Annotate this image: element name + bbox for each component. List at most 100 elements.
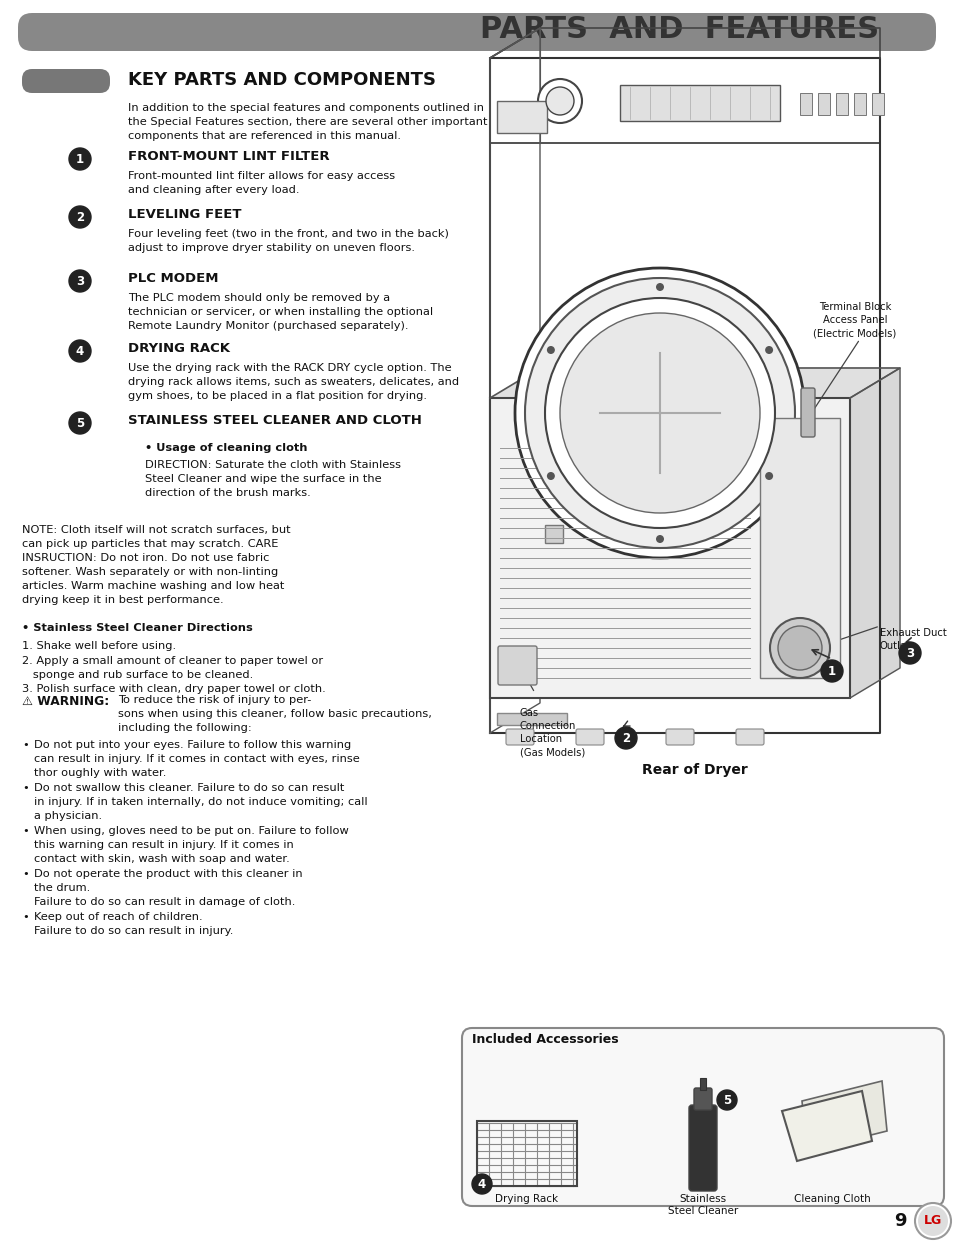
- Circle shape: [545, 87, 574, 116]
- Text: •: •: [22, 783, 29, 793]
- Text: STAINLESS STEEL CLEANER AND CLOTH: STAINLESS STEEL CLEANER AND CLOTH: [128, 414, 421, 426]
- Circle shape: [537, 80, 581, 123]
- Text: Drying Rack: Drying Rack: [495, 1195, 558, 1204]
- Text: Cleaning Cloth: Cleaning Cloth: [793, 1195, 869, 1204]
- Text: Use the drying rack with the RACK DRY cycle option. The
drying rack allows items: Use the drying rack with the RACK DRY cy…: [128, 363, 458, 401]
- Text: In addition to the special features and components outlined in
the Special Featu: In addition to the special features and …: [128, 103, 487, 140]
- FancyBboxPatch shape: [801, 388, 814, 438]
- Text: Front-mounted lint filter allows for easy access
and cleaning after every load.: Front-mounted lint filter allows for eas…: [128, 172, 395, 195]
- Text: 1. Shake well before using.: 1. Shake well before using.: [22, 641, 176, 651]
- FancyBboxPatch shape: [735, 728, 763, 745]
- FancyBboxPatch shape: [853, 93, 865, 116]
- Text: ⚠ WARNING:: ⚠ WARNING:: [22, 695, 110, 709]
- Text: 4: 4: [477, 1177, 486, 1191]
- Text: Do not swallow this cleaner. Failure to do so can result
in injury. If in taken : Do not swallow this cleaner. Failure to …: [34, 783, 367, 820]
- Text: When using, gloves need to be put on. Failure to follow
this warning can result : When using, gloves need to be put on. Fa…: [34, 827, 349, 864]
- Text: Gas
Connection
Location
(Gas Models): Gas Connection Location (Gas Models): [519, 709, 584, 757]
- FancyBboxPatch shape: [800, 93, 811, 116]
- FancyBboxPatch shape: [461, 1028, 943, 1206]
- Text: Keep out of reach of children.
Failure to do so can result in injury.: Keep out of reach of children. Failure t…: [34, 912, 233, 936]
- Text: Terminal Block
Access Panel
(Electric Models): Terminal Block Access Panel (Electric Mo…: [813, 302, 896, 338]
- Text: Rear of Dryer: Rear of Dryer: [641, 763, 747, 777]
- Text: KEY PARTS AND COMPONENTS: KEY PARTS AND COMPONENTS: [128, 71, 436, 89]
- Circle shape: [914, 1203, 950, 1239]
- FancyBboxPatch shape: [693, 1088, 711, 1110]
- Text: Four leveling feet (two in the front, and two in the back)
adjust to improve dry: Four leveling feet (two in the front, an…: [128, 229, 449, 254]
- FancyBboxPatch shape: [22, 70, 110, 93]
- FancyBboxPatch shape: [497, 646, 537, 685]
- Polygon shape: [490, 368, 899, 398]
- Circle shape: [615, 727, 637, 750]
- FancyBboxPatch shape: [835, 93, 847, 116]
- Circle shape: [559, 313, 760, 513]
- Text: 2. Apply a small amount of cleaner to paper towel or
   sponge and rub surface t: 2. Apply a small amount of cleaner to pa…: [22, 656, 323, 680]
- FancyBboxPatch shape: [871, 93, 883, 116]
- Text: 5: 5: [76, 416, 84, 430]
- Circle shape: [546, 346, 555, 354]
- Text: 1: 1: [827, 665, 835, 677]
- Circle shape: [69, 270, 91, 292]
- Circle shape: [778, 626, 821, 670]
- Polygon shape: [849, 368, 899, 699]
- FancyBboxPatch shape: [576, 728, 603, 745]
- Text: • Usage of cleaning cloth: • Usage of cleaning cloth: [145, 443, 307, 452]
- Circle shape: [69, 411, 91, 434]
- Circle shape: [472, 1173, 492, 1195]
- Text: DIRECTION: Saturate the cloth with Stainless
Steel Cleaner and wipe the surface : DIRECTION: Saturate the cloth with Stain…: [145, 460, 400, 498]
- Text: 4: 4: [76, 344, 84, 358]
- Text: LEVELING FEET: LEVELING FEET: [128, 208, 241, 220]
- Circle shape: [544, 298, 774, 528]
- Circle shape: [821, 660, 842, 682]
- Text: •: •: [22, 869, 29, 879]
- Circle shape: [656, 534, 663, 543]
- Text: DRYING RACK: DRYING RACK: [128, 342, 230, 354]
- Circle shape: [717, 1090, 737, 1110]
- Text: 9: 9: [893, 1212, 905, 1231]
- Text: 1: 1: [76, 153, 84, 165]
- Text: 2: 2: [621, 731, 629, 745]
- FancyBboxPatch shape: [490, 398, 849, 699]
- Text: To reduce the risk of injury to per-
sons when using this cleaner, follow basic : To reduce the risk of injury to per- son…: [118, 695, 432, 733]
- Text: Included Accessories: Included Accessories: [472, 1033, 618, 1047]
- FancyBboxPatch shape: [497, 713, 566, 725]
- Text: NOTE: Cloth itself will not scratch surfaces, but
can pick up particles that may: NOTE: Cloth itself will not scratch surf…: [22, 525, 291, 605]
- Circle shape: [764, 346, 772, 354]
- FancyBboxPatch shape: [760, 418, 840, 677]
- FancyBboxPatch shape: [619, 85, 780, 121]
- FancyBboxPatch shape: [817, 93, 829, 116]
- Text: PLC MODEM: PLC MODEM: [128, 271, 218, 285]
- Circle shape: [546, 472, 555, 480]
- Text: 5: 5: [722, 1094, 730, 1106]
- Circle shape: [898, 641, 920, 664]
- Text: •: •: [22, 827, 29, 837]
- Circle shape: [917, 1206, 947, 1236]
- Text: •: •: [22, 912, 29, 922]
- Text: Stainless
Steel Cleaner: Stainless Steel Cleaner: [667, 1195, 738, 1217]
- Text: 3: 3: [905, 646, 913, 660]
- Circle shape: [656, 283, 663, 291]
- Circle shape: [69, 206, 91, 227]
- FancyBboxPatch shape: [700, 1078, 705, 1090]
- Text: Do not put into your eyes. Failure to follow this warning
can result in injury. : Do not put into your eyes. Failure to fo…: [34, 740, 359, 778]
- Polygon shape: [781, 1091, 871, 1161]
- Text: Exhaust Duct
Outlet: Exhaust Duct Outlet: [879, 628, 945, 651]
- FancyBboxPatch shape: [544, 525, 562, 543]
- Circle shape: [627, 416, 651, 440]
- Text: PARTS  AND  FEATURES: PARTS AND FEATURES: [480, 15, 879, 44]
- FancyBboxPatch shape: [665, 728, 693, 745]
- Text: Do not operate the product with this cleaner in
the drum.
Failure to do so can r: Do not operate the product with this cle…: [34, 869, 302, 907]
- Polygon shape: [801, 1081, 886, 1151]
- Circle shape: [524, 278, 794, 548]
- Circle shape: [69, 148, 91, 170]
- FancyBboxPatch shape: [497, 101, 546, 133]
- Text: • Stainless Steel Cleaner Directions: • Stainless Steel Cleaner Directions: [22, 623, 253, 633]
- Text: Power Cord Location
(Gas Models): Power Cord Location (Gas Models): [589, 314, 690, 338]
- Circle shape: [515, 268, 804, 558]
- FancyBboxPatch shape: [505, 728, 534, 745]
- Text: FRONT-MOUNT LINT FILTER: FRONT-MOUNT LINT FILTER: [128, 149, 330, 163]
- Circle shape: [764, 472, 772, 480]
- Circle shape: [69, 341, 91, 362]
- Text: 3. Polish surface with clean, dry paper towel or cloth.: 3. Polish surface with clean, dry paper …: [22, 684, 325, 694]
- Text: •: •: [22, 740, 29, 750]
- Text: The PLC modem should only be removed by a
technician or servicer, or when instal: The PLC modem should only be removed by …: [128, 293, 433, 331]
